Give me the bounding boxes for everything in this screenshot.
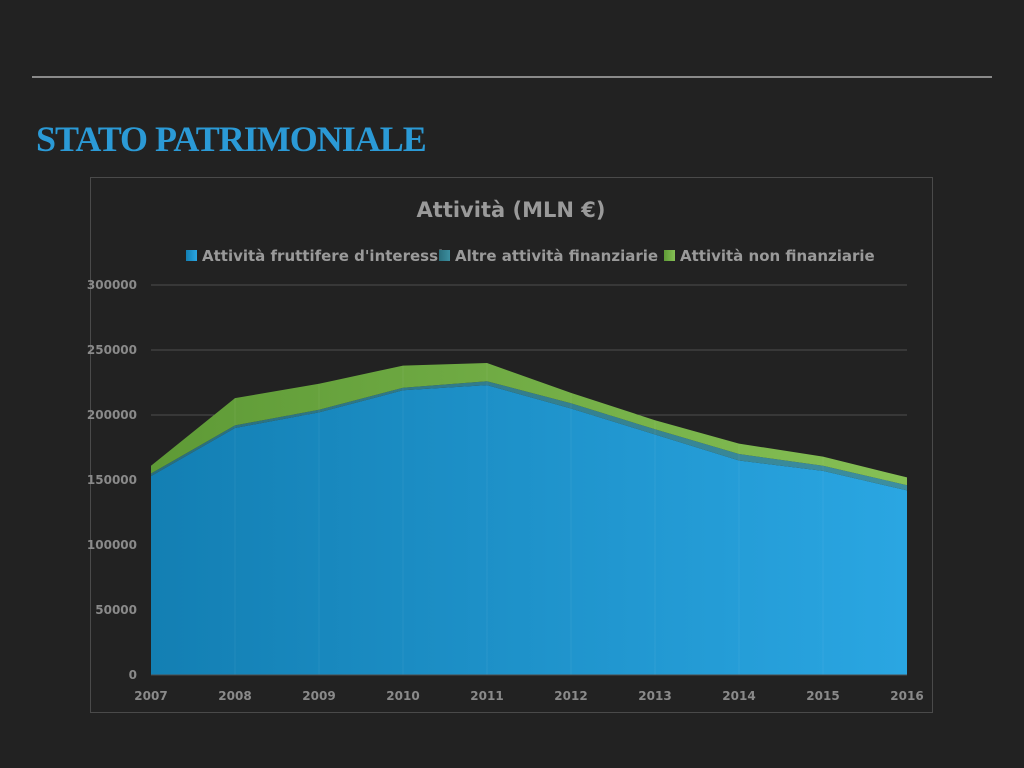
x-tick-label: 2011 bbox=[470, 689, 503, 703]
x-tick-label: 2014 bbox=[722, 689, 755, 703]
top-rule bbox=[32, 76, 992, 78]
series-area-1 bbox=[151, 385, 907, 675]
x-tick-label: 2013 bbox=[638, 689, 671, 703]
x-tick-label: 2007 bbox=[134, 689, 167, 703]
x-axis-ticks: 2007 2008 2009 2010 2011 2012 2013 2014 2015 2016 bbox=[134, 689, 923, 703]
series-area-3 bbox=[151, 363, 907, 486]
y-tick-label: 250000 bbox=[87, 343, 137, 357]
legend-swatch bbox=[664, 250, 675, 261]
y-axis-ticks: 0 50000 100000 150000 200000 250000 300000 bbox=[87, 278, 137, 682]
slide-title: STATO PATRIMONIALE bbox=[36, 119, 427, 159]
x-tick-label: 2010 bbox=[386, 689, 419, 703]
x-tick-label: 2012 bbox=[554, 689, 587, 703]
x-tick-label: 2015 bbox=[806, 689, 839, 703]
y-tick-label: 300000 bbox=[87, 278, 137, 292]
legend-swatch bbox=[439, 250, 450, 261]
x-tick-label: 2016 bbox=[890, 689, 923, 703]
legend-label: Attività fruttifere d'interessi bbox=[202, 247, 443, 265]
legend-label: Altre attività finanziarie bbox=[455, 247, 658, 265]
y-tick-label: 0 bbox=[129, 668, 137, 682]
x-tick-label: 2009 bbox=[302, 689, 335, 703]
series-areas bbox=[151, 363, 907, 676]
y-tick-label: 50000 bbox=[95, 603, 137, 617]
x-tick-label: 2008 bbox=[218, 689, 251, 703]
y-tick-label: 150000 bbox=[87, 473, 137, 487]
legend-label: Attività non finanziarie bbox=[680, 247, 875, 265]
chart-title: Attività (MLN €) bbox=[417, 198, 606, 222]
y-tick-label: 100000 bbox=[87, 538, 137, 552]
chart-legend: Attività fruttifere d'interessi Altre att… bbox=[186, 247, 875, 265]
y-tick-label: 200000 bbox=[87, 408, 137, 422]
legend-swatch bbox=[186, 250, 197, 261]
chart-frame bbox=[90, 177, 933, 713]
